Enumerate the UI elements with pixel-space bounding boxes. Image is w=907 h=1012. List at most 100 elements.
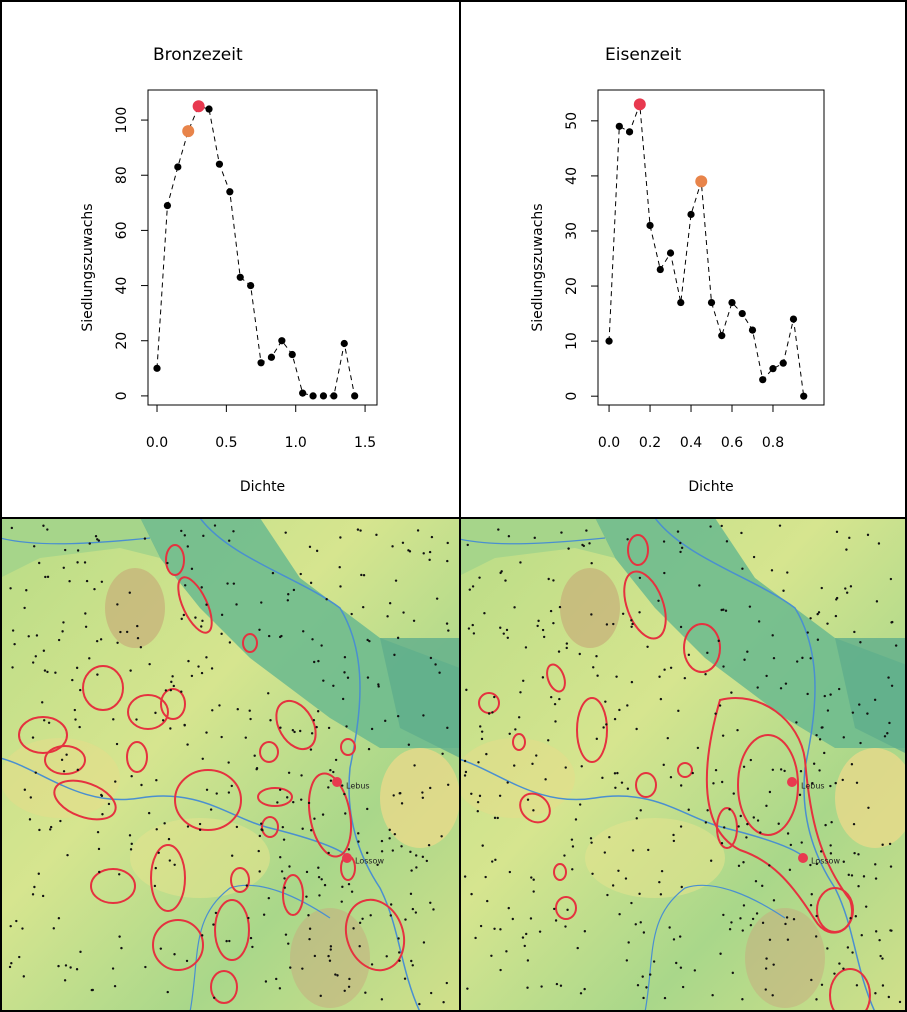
site-dot bbox=[320, 644, 323, 647]
site-dot bbox=[558, 605, 562, 609]
site-dot bbox=[837, 687, 841, 691]
site-dot bbox=[704, 821, 708, 824]
site-dot bbox=[693, 969, 697, 972]
site-dot bbox=[302, 630, 305, 633]
site-dot bbox=[549, 695, 553, 699]
site-dot bbox=[120, 946, 123, 950]
site-dot bbox=[398, 951, 401, 954]
site-dot bbox=[144, 965, 147, 969]
site-dot bbox=[380, 998, 384, 1001]
site-dot bbox=[513, 606, 516, 609]
site-dot bbox=[764, 988, 767, 991]
site-dot bbox=[84, 625, 88, 628]
site-dot bbox=[76, 561, 79, 564]
data-point bbox=[646, 221, 654, 230]
site-dot bbox=[742, 861, 745, 864]
site-dot bbox=[310, 732, 314, 735]
site-dot bbox=[341, 784, 344, 787]
site-dot bbox=[811, 782, 814, 785]
site-dot bbox=[720, 780, 724, 784]
site-dot bbox=[230, 854, 234, 857]
site-dot bbox=[293, 730, 296, 734]
site-dot bbox=[567, 547, 570, 550]
site-dot bbox=[228, 539, 231, 542]
site-dot bbox=[244, 736, 247, 739]
site-dot bbox=[877, 542, 881, 545]
data-point bbox=[236, 273, 244, 281]
site-dot bbox=[421, 791, 424, 794]
site-dot bbox=[583, 987, 586, 991]
site-dot bbox=[49, 828, 52, 831]
site-dot bbox=[347, 985, 351, 988]
site-dot bbox=[739, 917, 742, 920]
site-dot bbox=[590, 562, 593, 565]
site-dot bbox=[857, 853, 860, 856]
site-dot bbox=[215, 792, 218, 795]
site-dot bbox=[574, 818, 578, 821]
site-dot bbox=[305, 870, 309, 874]
site-dot bbox=[347, 848, 351, 851]
site-dot bbox=[386, 615, 389, 618]
site-dot bbox=[300, 774, 303, 777]
place-label: Lossow bbox=[811, 857, 840, 866]
site-dot bbox=[571, 845, 575, 848]
site-dot bbox=[358, 945, 361, 948]
site-dot bbox=[88, 542, 91, 545]
site-dot bbox=[401, 541, 405, 544]
site-dot bbox=[537, 619, 540, 623]
site-dot bbox=[526, 959, 530, 962]
site-dot bbox=[591, 872, 594, 876]
site-dot bbox=[815, 733, 818, 737]
site-dot bbox=[645, 986, 648, 989]
site-dot bbox=[563, 854, 566, 857]
site-dot bbox=[532, 809, 535, 812]
site-dot bbox=[818, 738, 822, 741]
site-dot bbox=[284, 531, 287, 534]
site-dot bbox=[155, 778, 158, 782]
x-tick-label: 0.6 bbox=[721, 435, 743, 451]
site-dot bbox=[96, 538, 99, 541]
site-dot bbox=[722, 608, 725, 611]
site-dot bbox=[397, 937, 400, 940]
data-point bbox=[288, 350, 296, 359]
site-dot bbox=[559, 984, 563, 987]
site-dot bbox=[429, 786, 432, 790]
site-dot bbox=[818, 769, 821, 772]
site-dot bbox=[524, 646, 528, 649]
site-dot bbox=[249, 936, 253, 940]
site-dot bbox=[271, 571, 275, 575]
site-dot bbox=[125, 630, 129, 634]
site-dot bbox=[838, 962, 841, 965]
site-dot bbox=[681, 985, 685, 989]
site-dot bbox=[445, 622, 449, 625]
site-dot bbox=[428, 558, 431, 562]
data-point bbox=[625, 128, 634, 136]
site-dot bbox=[388, 837, 391, 840]
site-dot bbox=[706, 809, 709, 812]
site-dot bbox=[220, 613, 224, 617]
site-dot bbox=[717, 639, 720, 643]
site-dot bbox=[779, 768, 783, 771]
site-dot bbox=[630, 901, 633, 905]
site-dot bbox=[627, 941, 630, 944]
site-dot bbox=[477, 761, 480, 764]
site-dot bbox=[214, 911, 218, 915]
x-tick-label: 1.0 bbox=[285, 435, 307, 451]
site-dot bbox=[605, 623, 609, 626]
site-dot bbox=[279, 855, 282, 859]
site-dot bbox=[672, 833, 675, 837]
site-dot bbox=[309, 748, 313, 751]
site-dot bbox=[565, 642, 569, 645]
site-dot bbox=[228, 641, 232, 644]
site-dot bbox=[343, 989, 346, 992]
site-dot bbox=[236, 708, 239, 711]
site-dot bbox=[9, 924, 12, 928]
site-dot bbox=[484, 875, 487, 879]
site-dot bbox=[447, 629, 450, 632]
site-dot bbox=[649, 973, 652, 976]
site-dot bbox=[37, 561, 41, 565]
site-dot bbox=[323, 883, 327, 887]
site-dot bbox=[757, 620, 761, 623]
site-dot bbox=[638, 611, 641, 614]
